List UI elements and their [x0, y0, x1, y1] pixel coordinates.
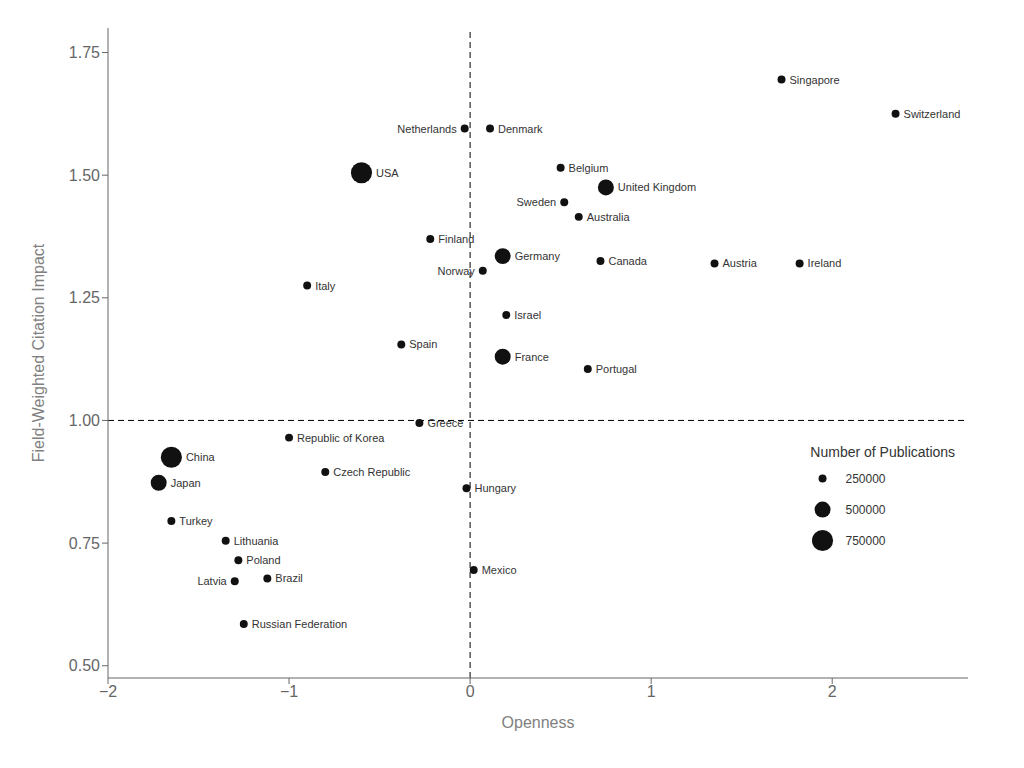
svg-text:Germany: Germany	[515, 250, 561, 262]
html-text:750000: 750000	[845, 533, 886, 548]
svg-text:Israel: Israel	[514, 309, 541, 321]
svg-text:1.50: 1.50	[69, 167, 100, 184]
svg-text:United Kingdom: United Kingdom	[618, 181, 696, 193]
svg-text:Latvia: Latvia	[197, 575, 227, 587]
svg-text:Portugal: Portugal	[596, 363, 637, 375]
svg-text:1.75: 1.75	[69, 44, 100, 61]
svg-text:0: 0	[466, 683, 475, 700]
svg-text:Turkey: Turkey	[179, 515, 213, 527]
svg-text:Ireland: Ireland	[808, 257, 842, 269]
svg-text:Belgium: Belgium	[569, 162, 609, 174]
svg-text:Canada: Canada	[608, 255, 647, 267]
svg-text:0.75: 0.75	[69, 535, 100, 552]
svg-text:1: 1	[647, 683, 656, 700]
svg-text:Sweden: Sweden	[516, 196, 556, 208]
svg-text:Austria: Austria	[723, 257, 758, 269]
svg-text:Field-Weighted Citation Impact: Field-Weighted Citation Impact	[30, 243, 47, 462]
svg-text:Spain: Spain	[409, 338, 437, 350]
svg-text:1.00: 1.00	[69, 412, 100, 429]
svg-text:USA: USA	[376, 167, 399, 179]
svg-text:China: China	[186, 451, 216, 463]
svg-text:Hungary: Hungary	[474, 482, 516, 494]
svg-text:Russian Federation: Russian Federation	[252, 618, 347, 630]
svg-text:Denmark: Denmark	[498, 123, 543, 135]
svg-text:−1: −1	[280, 683, 298, 700]
svg-text:2: 2	[828, 683, 837, 700]
svg-text:Netherlands: Netherlands	[397, 123, 457, 135]
svg-text:Mexico: Mexico	[482, 564, 517, 576]
svg-text:Italy: Italy	[315, 280, 336, 292]
svg-text:Singapore: Singapore	[790, 74, 840, 86]
svg-text:Lithuania: Lithuania	[234, 535, 280, 547]
svg-text:1.25: 1.25	[69, 289, 100, 306]
html-text:500000: 500000	[845, 502, 886, 517]
svg-text:Openness: Openness	[502, 714, 575, 731]
svg-text:Poland: Poland	[246, 554, 280, 566]
svg-text:France: France	[515, 351, 549, 363]
svg-text:Japan: Japan	[171, 477, 201, 489]
svg-text:Brazil: Brazil	[275, 572, 303, 584]
svg-text:Norway: Norway	[437, 265, 475, 277]
svg-text:0.50: 0.50	[69, 657, 100, 674]
html-text:Number of Publications: Number of Publications	[810, 444, 956, 460]
svg-text:Greece: Greece	[427, 417, 463, 429]
svg-text:Switzerland: Switzerland	[904, 108, 961, 120]
svg-text:Finland: Finland	[438, 233, 474, 245]
html-text:250000: 250000	[845, 471, 886, 486]
svg-text:Australia: Australia	[587, 211, 631, 223]
svg-text:Czech Republic: Czech Republic	[333, 466, 411, 478]
svg-text:Republic of Korea: Republic of Korea	[297, 432, 385, 444]
svg-text:−2: −2	[99, 683, 117, 700]
